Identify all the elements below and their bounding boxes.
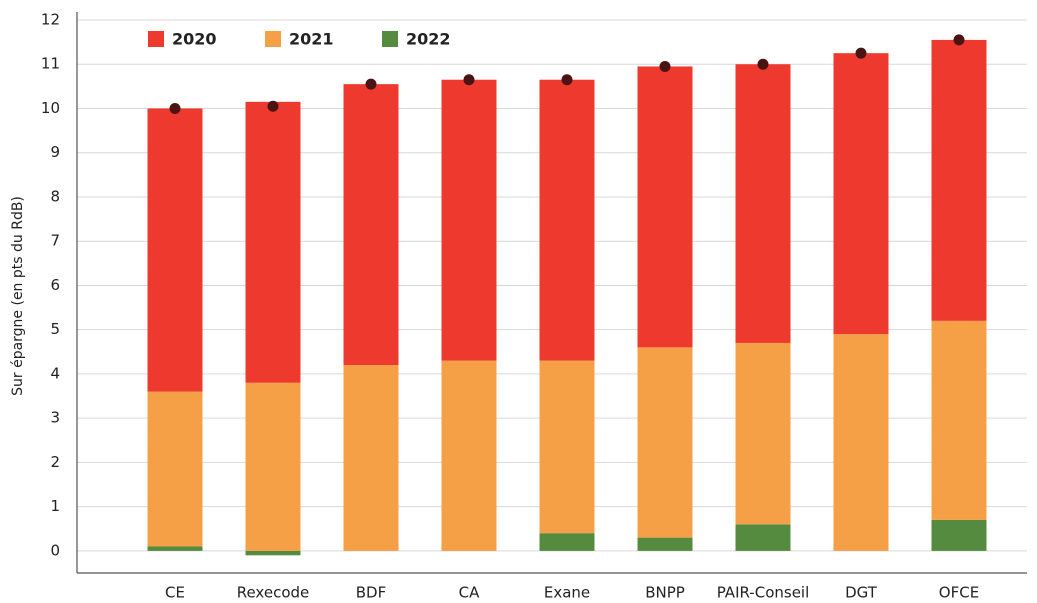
y-tick-label: 6 — [50, 276, 60, 294]
y-axis-label: Sur épargne (en pts du RdB) — [10, 196, 26, 396]
total-marker — [463, 74, 475, 86]
x-tick-label: Exane — [544, 584, 590, 602]
total-marker — [365, 78, 377, 90]
bar-segment — [147, 391, 203, 547]
bar-segment — [833, 334, 889, 551]
x-tick-label: CA — [459, 584, 480, 602]
bar-segment — [245, 550, 301, 556]
y-tick-label: 10 — [41, 99, 60, 117]
bar-segment — [637, 347, 693, 538]
total-marker — [757, 58, 769, 70]
y-tick-label: 5 — [50, 320, 60, 338]
x-tick-label: BDF — [356, 584, 386, 602]
total-marker — [561, 74, 573, 86]
x-tick-label: OFCE — [939, 584, 979, 602]
bar-segment — [441, 360, 497, 551]
bar-segment — [931, 320, 987, 520]
total-marker — [169, 102, 181, 114]
bar-segment — [539, 360, 595, 534]
legend-text: 2020 — [172, 30, 217, 49]
y-tick-label: 7 — [50, 232, 60, 250]
bar-segment — [833, 53, 889, 335]
legend-text: 2021 — [289, 30, 334, 49]
x-tick-label: CE — [165, 584, 185, 602]
y-tick-label: 1 — [50, 497, 60, 515]
bar-segment — [637, 66, 693, 348]
y-tick-label: 12 — [41, 11, 60, 29]
y-tick-label: 3 — [50, 409, 60, 427]
legend-text: 2022 — [406, 30, 451, 49]
bar-segment — [735, 524, 791, 551]
y-tick-label: 8 — [50, 187, 60, 205]
bar-segment — [637, 537, 693, 551]
total-marker — [855, 47, 867, 59]
bar-segment — [245, 382, 301, 551]
x-tick-label: Rexecode — [237, 584, 310, 602]
bar-segment — [931, 39, 987, 321]
bar-segment — [735, 342, 791, 525]
bar-segment — [539, 79, 595, 361]
total-marker — [659, 60, 671, 72]
y-tick-label: 2 — [50, 453, 60, 471]
x-tick-label: DGT — [845, 584, 878, 602]
bar-segment — [147, 546, 203, 551]
legend-swatch — [148, 31, 164, 47]
bar-segment — [147, 108, 203, 392]
x-tick-label: PAIR-Conseil — [717, 584, 810, 602]
y-tick-label: 11 — [41, 55, 60, 73]
total-marker — [267, 100, 279, 112]
y-tick-label: 9 — [50, 143, 60, 161]
legend-swatch — [265, 31, 281, 47]
bar-segment — [735, 64, 791, 343]
bar-segment — [441, 79, 497, 361]
total-marker — [953, 34, 965, 46]
bar-segment — [343, 365, 399, 551]
y-tick-label: 0 — [50, 541, 60, 559]
x-tick-label: BNPP — [645, 584, 685, 602]
bar-segment — [245, 101, 301, 383]
y-tick-label: 4 — [50, 364, 60, 382]
bar-segment — [539, 533, 595, 551]
legend-swatch — [382, 31, 398, 47]
bar-segment — [343, 84, 399, 366]
bar-segment — [931, 519, 987, 551]
